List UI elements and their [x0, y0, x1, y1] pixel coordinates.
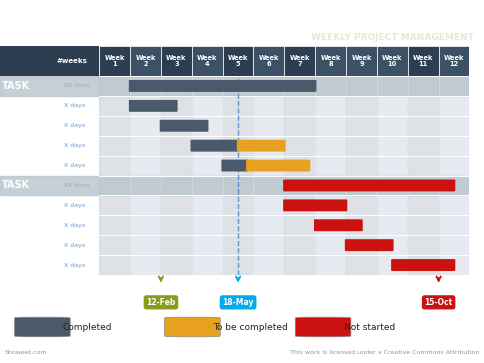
Bar	[315, 76, 346, 275]
Text: XX days: XX days	[64, 183, 90, 188]
Bar	[223, 46, 254, 76]
Bar	[439, 46, 469, 76]
Text: 18-May: 18-May	[222, 298, 254, 307]
Bar	[192, 46, 223, 76]
Text: X days: X days	[64, 223, 86, 228]
FancyBboxPatch shape	[283, 179, 455, 191]
Bar	[0, 175, 99, 195]
Bar	[130, 76, 161, 275]
FancyBboxPatch shape	[160, 120, 209, 132]
Text: To be completed: To be completed	[213, 322, 287, 331]
Text: Week
11: Week 11	[413, 54, 433, 68]
Bar	[285, 46, 315, 76]
FancyBboxPatch shape	[295, 317, 351, 337]
FancyBboxPatch shape	[129, 100, 178, 112]
Text: X days: X days	[64, 103, 86, 108]
Text: Week
1: Week 1	[105, 54, 125, 68]
Text: Sub-task3: Sub-task3	[10, 141, 48, 150]
Bar	[223, 76, 254, 275]
Bar	[346, 46, 377, 76]
Bar	[408, 76, 439, 275]
Bar	[285, 76, 315, 275]
Bar	[254, 46, 284, 76]
FancyBboxPatch shape	[391, 259, 455, 271]
FancyBboxPatch shape	[221, 160, 249, 172]
Bar	[99, 46, 130, 76]
Text: Sub-task2: Sub-task2	[10, 121, 48, 130]
Text: Week
7: Week 7	[289, 54, 310, 68]
Bar	[439, 76, 469, 275]
Text: Showeet.com: Showeet.com	[5, 350, 47, 355]
Text: X days: X days	[64, 203, 86, 208]
Text: Week
8: Week 8	[320, 54, 341, 68]
Text: Week
2: Week 2	[136, 54, 156, 68]
Text: X days: X days	[64, 242, 86, 248]
Text: TASK: TASK	[2, 81, 30, 91]
Text: Sub-task5: Sub-task5	[10, 161, 48, 170]
Text: Not started: Not started	[344, 322, 395, 331]
FancyBboxPatch shape	[283, 199, 348, 211]
Text: Sub-task1: Sub-task1	[10, 101, 48, 110]
Text: Sub-task2: Sub-task2	[10, 221, 48, 230]
Bar	[99, 76, 469, 96]
Text: Week
10: Week 10	[382, 54, 403, 68]
Bar	[130, 46, 161, 76]
FancyBboxPatch shape	[314, 219, 363, 231]
Bar	[99, 175, 469, 195]
Text: X days: X days	[64, 123, 86, 128]
FancyBboxPatch shape	[129, 80, 317, 92]
Text: Week
9: Week 9	[351, 54, 372, 68]
Text: TASK: TASK	[2, 180, 30, 191]
Text: Sub-task3: Sub-task3	[10, 241, 48, 250]
Text: Week
4: Week 4	[197, 54, 217, 68]
Text: X days: X days	[64, 262, 86, 268]
FancyBboxPatch shape	[345, 239, 393, 251]
Text: Week
5: Week 5	[228, 54, 248, 68]
Bar	[254, 76, 284, 275]
Text: Week
12: Week 12	[444, 54, 464, 68]
Text: X days: X days	[64, 143, 86, 148]
Bar	[315, 46, 346, 76]
Text: Completed: Completed	[63, 322, 112, 331]
Text: 12-Feb: 12-Feb	[146, 298, 176, 307]
Text: Week
3: Week 3	[166, 54, 186, 68]
FancyBboxPatch shape	[191, 140, 239, 152]
Text: Sub-task1: Sub-task1	[10, 201, 48, 210]
Bar	[377, 46, 408, 76]
FancyBboxPatch shape	[165, 317, 220, 337]
Text: X days: X days	[64, 163, 86, 168]
Text: 15-Oct: 15-Oct	[424, 298, 453, 307]
FancyBboxPatch shape	[15, 317, 70, 337]
Bar	[346, 76, 377, 275]
Bar	[161, 46, 192, 76]
Text: Sub-task5: Sub-task5	[10, 261, 48, 270]
Bar	[408, 46, 439, 76]
Text: Gantt Charts: Gantt Charts	[345, 5, 474, 23]
Bar	[192, 76, 223, 275]
FancyBboxPatch shape	[246, 160, 310, 172]
Text: Week
6: Week 6	[259, 54, 279, 68]
Bar	[0, 76, 99, 96]
Text: XX days: XX days	[64, 83, 90, 89]
Bar	[161, 76, 192, 275]
Text: #weeks: #weeks	[57, 58, 87, 64]
Bar	[377, 76, 408, 275]
Text: This work is licensed under a Creative Commons Attribution: This work is licensed under a Creative C…	[290, 350, 479, 355]
Bar	[99, 76, 130, 275]
FancyBboxPatch shape	[237, 140, 286, 152]
Text: WEEKLY PROJECT MANAGEMENT: WEEKLY PROJECT MANAGEMENT	[311, 33, 474, 41]
Text: 201x: 201x	[10, 5, 59, 23]
